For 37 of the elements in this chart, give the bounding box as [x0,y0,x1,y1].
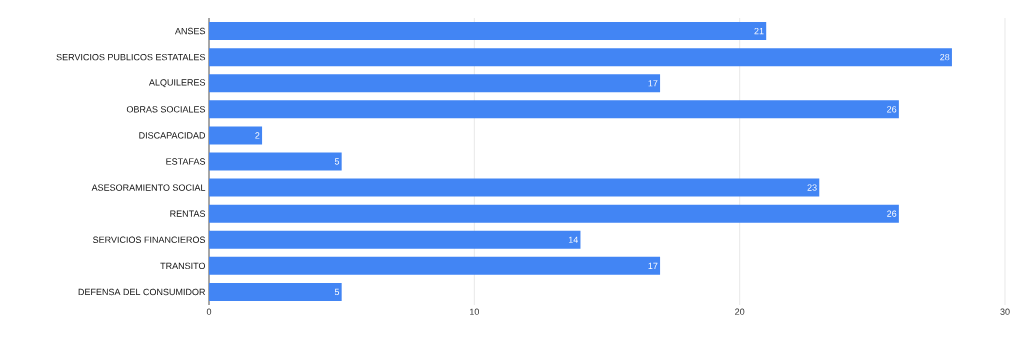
data-label: 17 [648,262,658,269]
y-tick-label: ANSES [174,27,206,35]
bar [209,230,581,249]
x-tick-label: 20 [735,308,745,315]
bar [209,126,263,145]
x-tick-label: 10 [470,308,479,315]
y-tick-label: ASESORAMIENTO SOCIAL [91,184,206,191]
x-tick-label: 30 [1000,308,1010,315]
bar [209,22,767,41]
bar [209,74,661,93]
y-tick-label: SERVICIOS FINANCIEROS [93,236,206,243]
bar [209,100,899,119]
data-label: 26 [887,106,897,113]
bar [209,282,342,301]
y-tick-label: TRANSITO [160,262,206,270]
data-label: 5 [334,288,340,296]
y-tick-label: ESTAFAS [166,158,206,165]
y-tick-label: RENTAS [170,210,206,217]
y-tick-label: OBRAS SOCIALES [126,106,206,113]
data-label: 28 [940,53,950,61]
data-label: 2 [255,132,260,139]
bar [209,152,342,171]
data-label: 17 [648,80,658,87]
data-label: 26 [887,210,897,217]
data-label: 14 [568,236,578,243]
y-tick-label: DISCAPACIDAD [139,132,206,139]
x-tick-label: 0 [206,308,212,315]
bar [209,178,820,197]
y-tick-label: DEFENSA DEL CONSUMIDOR [78,288,206,296]
bar [209,256,661,275]
data-label: 21 [754,27,764,35]
data-label: 23 [807,184,817,191]
bar [209,48,952,67]
y-tick-label: SERVICIOS PUBLICOS ESTATALES [56,53,206,61]
y-tick-label: ALQUILERES [148,79,206,88]
bar [209,204,899,223]
data-label: 5 [334,158,340,165]
